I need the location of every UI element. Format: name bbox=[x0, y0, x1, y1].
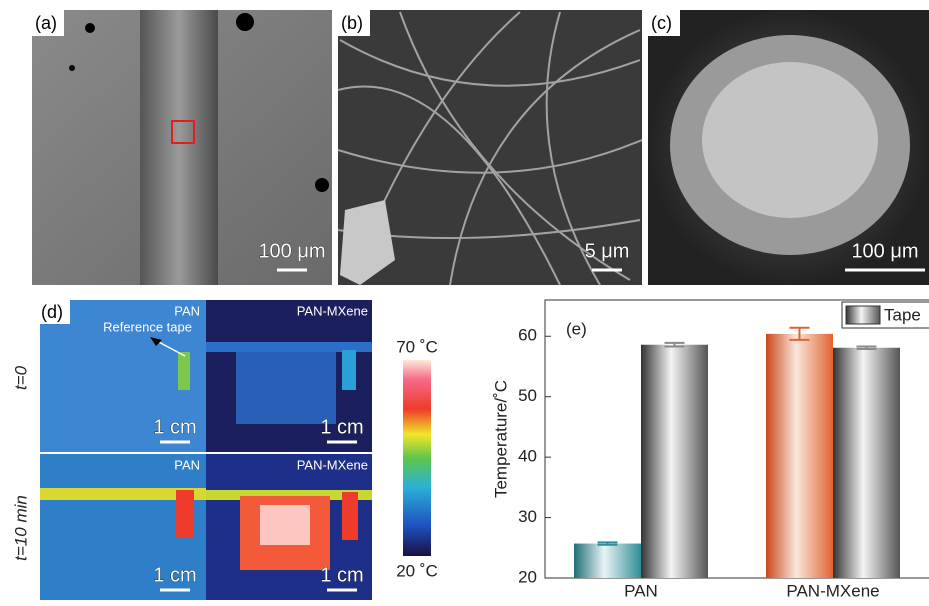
panel-label: (b) bbox=[341, 13, 363, 33]
row-label: t=0 bbox=[11, 365, 30, 390]
legend-label: Tape bbox=[884, 305, 921, 324]
image-title: PAN-MXene bbox=[297, 303, 368, 318]
panel-label: (a) bbox=[35, 13, 57, 33]
row-label: t=10 min bbox=[11, 495, 30, 561]
scale-bar-label: 1 cm bbox=[320, 564, 363, 586]
panel-label: (c) bbox=[651, 13, 672, 33]
scale-bar-label: 100 μm bbox=[851, 240, 918, 262]
error-bar bbox=[789, 326, 810, 341]
bar-chart: 20 30 40 50 60 Temperature/˚C (e) PAN PAN-MXene T… bbox=[491, 299, 929, 600]
image-title: PAN bbox=[174, 457, 200, 472]
y-axis-label: Temperature/˚C bbox=[491, 380, 510, 498]
annotation: Reference tape bbox=[103, 319, 192, 334]
plot-frame bbox=[544, 299, 929, 579]
legend-swatch bbox=[845, 305, 881, 325]
scale-bar-label: 5 μm bbox=[585, 240, 630, 262]
error-bar bbox=[597, 541, 618, 546]
y-tick-label: 40 bbox=[518, 447, 537, 466]
y-tick-label: 20 bbox=[518, 567, 537, 586]
y-tick-label: 60 bbox=[518, 326, 537, 345]
error-bar bbox=[856, 345, 877, 350]
colorbar-max: 70 ˚C bbox=[396, 337, 438, 356]
zoom-box bbox=[171, 120, 195, 144]
x-tick-label: PAN-MXene bbox=[786, 581, 879, 600]
y-tick-label: 30 bbox=[518, 507, 537, 526]
scale-bar-label: 100 μm bbox=[258, 240, 325, 262]
image-title: PAN bbox=[174, 303, 200, 318]
image-title: PAN-MXene bbox=[297, 457, 368, 472]
bar bbox=[574, 543, 641, 578]
scale-bar-label: 1 cm bbox=[153, 416, 196, 438]
y-tick-label: 50 bbox=[518, 386, 537, 405]
colorbar bbox=[403, 360, 431, 556]
x-tick-label: PAN bbox=[624, 581, 658, 600]
bar bbox=[641, 344, 708, 578]
bar bbox=[766, 333, 833, 578]
scale-bar-label: 1 cm bbox=[153, 564, 196, 586]
fiber-rod bbox=[140, 10, 218, 285]
scale-bar-label: 1 cm bbox=[320, 416, 363, 438]
error-bar bbox=[664, 341, 685, 348]
colorbar-min: 20 ˚C bbox=[396, 561, 438, 580]
panel-label: (d) bbox=[41, 302, 63, 322]
panel-label: (e) bbox=[566, 319, 587, 338]
bar bbox=[833, 347, 900, 578]
